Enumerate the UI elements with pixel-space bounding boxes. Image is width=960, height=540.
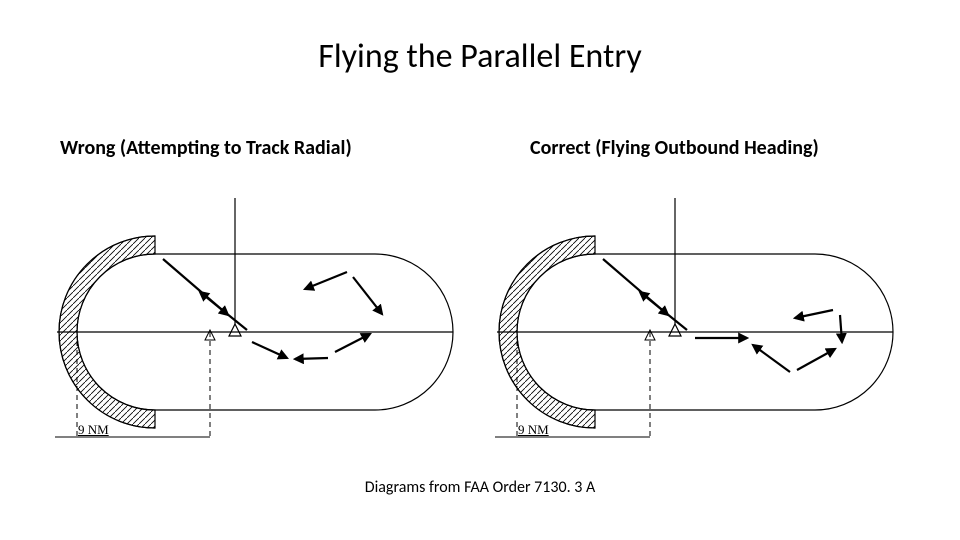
diagram-correct: [495, 190, 905, 455]
nm-label-left: 9 NM: [78, 422, 109, 438]
left-subtitle: Wrong (Attempting to Track Radial): [60, 136, 352, 160]
right-subtitle: Correct (Flying Outbound Heading): [530, 136, 819, 160]
diagram-wrong: [55, 190, 465, 455]
nm-label-right: 9 NM: [518, 422, 549, 438]
footer-citation: Diagrams from FAA Order 7130. 3 A: [0, 478, 960, 497]
page-title: Flying the Parallel Entry: [0, 36, 960, 77]
